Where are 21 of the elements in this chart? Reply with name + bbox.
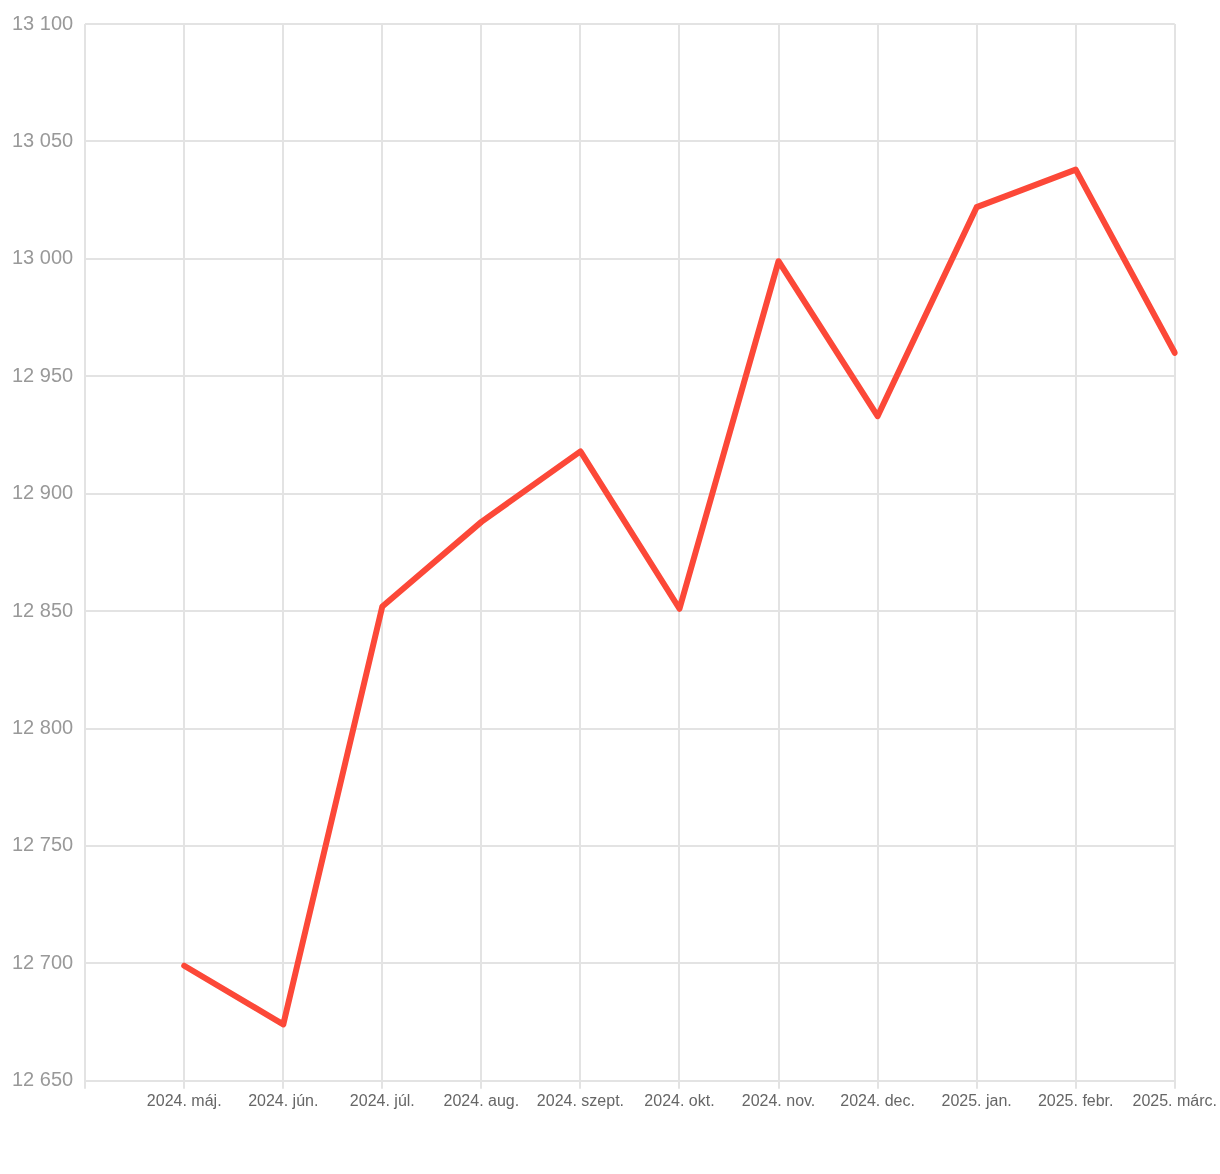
y-tick-label: 13 050 — [12, 128, 74, 151]
x-tick-label: 2024. jún. — [248, 1091, 319, 1109]
x-tick-label: 2025. febr. — [1037, 1091, 1114, 1109]
x-tick-label: 2024. júl. — [349, 1091, 415, 1109]
x-tick-label: 2024. aug. — [443, 1091, 520, 1109]
y-tick-label: 13 000 — [12, 246, 74, 269]
y-tick-label: 12 700 — [12, 950, 74, 973]
x-tick-label: 2024. nov. — [741, 1091, 816, 1109]
y-tick-label: 12 750 — [12, 833, 74, 856]
y-tick-label: 12 950 — [12, 363, 74, 386]
y-tick-label: 12 900 — [12, 481, 74, 504]
x-tick-label: 2024. szept. — [536, 1091, 625, 1109]
y-tick-label: 12 650 — [12, 1068, 74, 1091]
x-tick-label: 2024. máj. — [146, 1091, 222, 1109]
x-tick-label: 2024. dec. — [840, 1091, 915, 1109]
x-tick-label: 2025. márc. — [1132, 1091, 1217, 1109]
y-tick-label: 12 850 — [12, 598, 74, 621]
y-tick-label: 13 100 — [12, 11, 74, 34]
x-tick-label: 2025. jan. — [941, 1091, 1012, 1109]
y-tick-label: 12 800 — [12, 716, 74, 739]
x-tick-label: 2024. okt. — [644, 1091, 715, 1109]
